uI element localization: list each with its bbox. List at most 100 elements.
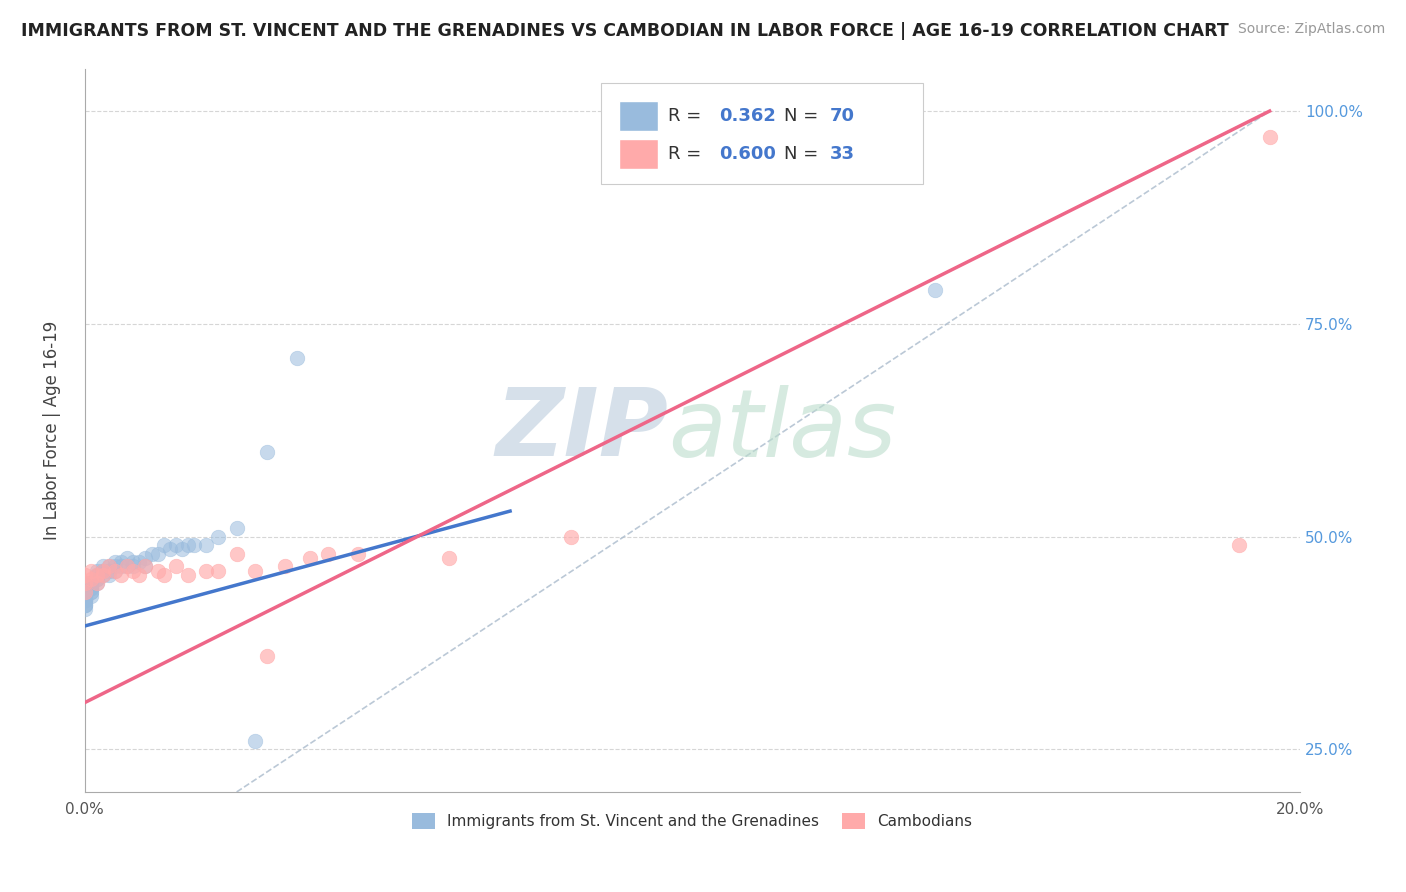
Immigrants from St. Vincent and the Grenadines: [243, 734, 266, 748]
Immigrants from St. Vincent and the Grenadines: [80, 585, 103, 599]
Immigrants from St. Vincent and the Grenadines: [80, 589, 103, 603]
Immigrants from St. Vincent and the Grenadines: [86, 576, 108, 591]
Immigrants from St. Vincent and the Grenadines: [73, 598, 96, 612]
Immigrants from St. Vincent and the Grenadines: [73, 581, 96, 595]
Immigrants from St. Vincent and the Grenadines: [98, 559, 121, 574]
Cambodians: [80, 572, 103, 586]
Immigrants from St. Vincent and the Grenadines: [73, 602, 96, 616]
Immigrants from St. Vincent and the Grenadines: [73, 593, 96, 607]
Cambodians: [1227, 538, 1250, 552]
Immigrants from St. Vincent and the Grenadines: [170, 542, 193, 557]
Immigrants from St. Vincent and the Grenadines: [91, 559, 114, 574]
Immigrants from St. Vincent and the Grenadines: [73, 576, 96, 591]
Cambodians: [80, 564, 103, 578]
Y-axis label: In Labor Force | Age 16-19: In Labor Force | Age 16-19: [44, 320, 60, 540]
Legend: Immigrants from St. Vincent and the Grenadines, Cambodians: Immigrants from St. Vincent and the Gren…: [406, 806, 979, 835]
Cambodians: [73, 568, 96, 582]
Immigrants from St. Vincent and the Grenadines: [91, 564, 114, 578]
Immigrants from St. Vincent and the Grenadines: [73, 598, 96, 612]
Text: atlas: atlas: [668, 384, 896, 475]
Cambodians: [347, 547, 370, 561]
Immigrants from St. Vincent and the Grenadines: [86, 564, 108, 578]
Immigrants from St. Vincent and the Grenadines: [195, 538, 218, 552]
Text: N =: N =: [783, 145, 824, 163]
Immigrants from St. Vincent and the Grenadines: [287, 351, 309, 365]
Cambodians: [316, 547, 339, 561]
Cambodians: [225, 547, 247, 561]
Immigrants from St. Vincent and the Grenadines: [104, 555, 127, 569]
Immigrants from St. Vincent and the Grenadines: [73, 581, 96, 595]
Immigrants from St. Vincent and the Grenadines: [183, 538, 205, 552]
Cambodians: [134, 559, 156, 574]
FancyBboxPatch shape: [620, 101, 658, 131]
Immigrants from St. Vincent and the Grenadines: [80, 581, 103, 595]
Immigrants from St. Vincent and the Grenadines: [117, 550, 139, 565]
Immigrants from St. Vincent and the Grenadines: [86, 572, 108, 586]
Immigrants from St. Vincent and the Grenadines: [110, 555, 132, 569]
Cambodians: [98, 559, 121, 574]
Text: R =: R =: [668, 145, 707, 163]
Immigrants from St. Vincent and the Grenadines: [73, 589, 96, 603]
Immigrants from St. Vincent and the Grenadines: [104, 559, 127, 574]
Immigrants from St. Vincent and the Grenadines: [80, 576, 103, 591]
Immigrants from St. Vincent and the Grenadines: [80, 581, 103, 595]
Immigrants from St. Vincent and the Grenadines: [122, 555, 145, 569]
Immigrants from St. Vincent and the Grenadines: [86, 568, 108, 582]
Cambodians: [298, 550, 321, 565]
Cambodians: [91, 564, 114, 578]
Immigrants from St. Vincent and the Grenadines: [924, 283, 946, 297]
Immigrants from St. Vincent and the Grenadines: [117, 559, 139, 574]
Immigrants from St. Vincent and the Grenadines: [73, 593, 96, 607]
Text: Source: ZipAtlas.com: Source: ZipAtlas.com: [1237, 22, 1385, 37]
Immigrants from St. Vincent and the Grenadines: [177, 538, 200, 552]
Immigrants from St. Vincent and the Grenadines: [80, 581, 103, 595]
Immigrants from St. Vincent and the Grenadines: [73, 593, 96, 607]
Immigrants from St. Vincent and the Grenadines: [86, 572, 108, 586]
Cambodians: [146, 564, 169, 578]
Text: ZIP: ZIP: [495, 384, 668, 476]
Immigrants from St. Vincent and the Grenadines: [207, 530, 229, 544]
Cambodians: [104, 564, 127, 578]
Immigrants from St. Vincent and the Grenadines: [98, 564, 121, 578]
Immigrants from St. Vincent and the Grenadines: [86, 568, 108, 582]
Cambodians: [73, 585, 96, 599]
Immigrants from St. Vincent and the Grenadines: [91, 568, 114, 582]
Immigrants from St. Vincent and the Grenadines: [104, 564, 127, 578]
Immigrants from St. Vincent and the Grenadines: [80, 576, 103, 591]
Immigrants from St. Vincent and the Grenadines: [73, 589, 96, 603]
Cambodians: [243, 564, 266, 578]
Immigrants from St. Vincent and the Grenadines: [122, 559, 145, 574]
Cambodians: [152, 568, 174, 582]
Immigrants from St. Vincent and the Grenadines: [80, 576, 103, 591]
Cambodians: [274, 559, 297, 574]
Immigrants from St. Vincent and the Grenadines: [80, 581, 103, 595]
Immigrants from St. Vincent and the Grenadines: [225, 521, 247, 535]
Text: 70: 70: [830, 107, 855, 125]
Immigrants from St. Vincent and the Grenadines: [73, 589, 96, 603]
Immigrants from St. Vincent and the Grenadines: [128, 555, 150, 569]
Text: 0.600: 0.600: [718, 145, 776, 163]
Cambodians: [86, 568, 108, 582]
Immigrants from St. Vincent and the Grenadines: [110, 559, 132, 574]
Cambodians: [86, 576, 108, 591]
Immigrants from St. Vincent and the Grenadines: [73, 585, 96, 599]
Text: 0.362: 0.362: [718, 107, 776, 125]
Immigrants from St. Vincent and the Grenadines: [134, 559, 156, 574]
Cambodians: [560, 530, 582, 544]
FancyBboxPatch shape: [602, 83, 924, 185]
Cambodians: [73, 576, 96, 591]
Text: IMMIGRANTS FROM ST. VINCENT AND THE GRENADINES VS CAMBODIAN IN LABOR FORCE | AGE: IMMIGRANTS FROM ST. VINCENT AND THE GREN…: [21, 22, 1229, 40]
Cambodians: [110, 568, 132, 582]
Immigrants from St. Vincent and the Grenadines: [134, 550, 156, 565]
Immigrants from St. Vincent and the Grenadines: [80, 585, 103, 599]
Cambodians: [256, 648, 278, 663]
Cambodians: [207, 564, 229, 578]
Cambodians: [1258, 129, 1281, 144]
Immigrants from St. Vincent and the Grenadines: [73, 576, 96, 591]
Immigrants from St. Vincent and the Grenadines: [159, 542, 181, 557]
Cambodians: [117, 559, 139, 574]
Text: R =: R =: [668, 107, 707, 125]
Immigrants from St. Vincent and the Grenadines: [141, 547, 163, 561]
Immigrants from St. Vincent and the Grenadines: [91, 564, 114, 578]
Immigrants from St. Vincent and the Grenadines: [165, 538, 187, 552]
